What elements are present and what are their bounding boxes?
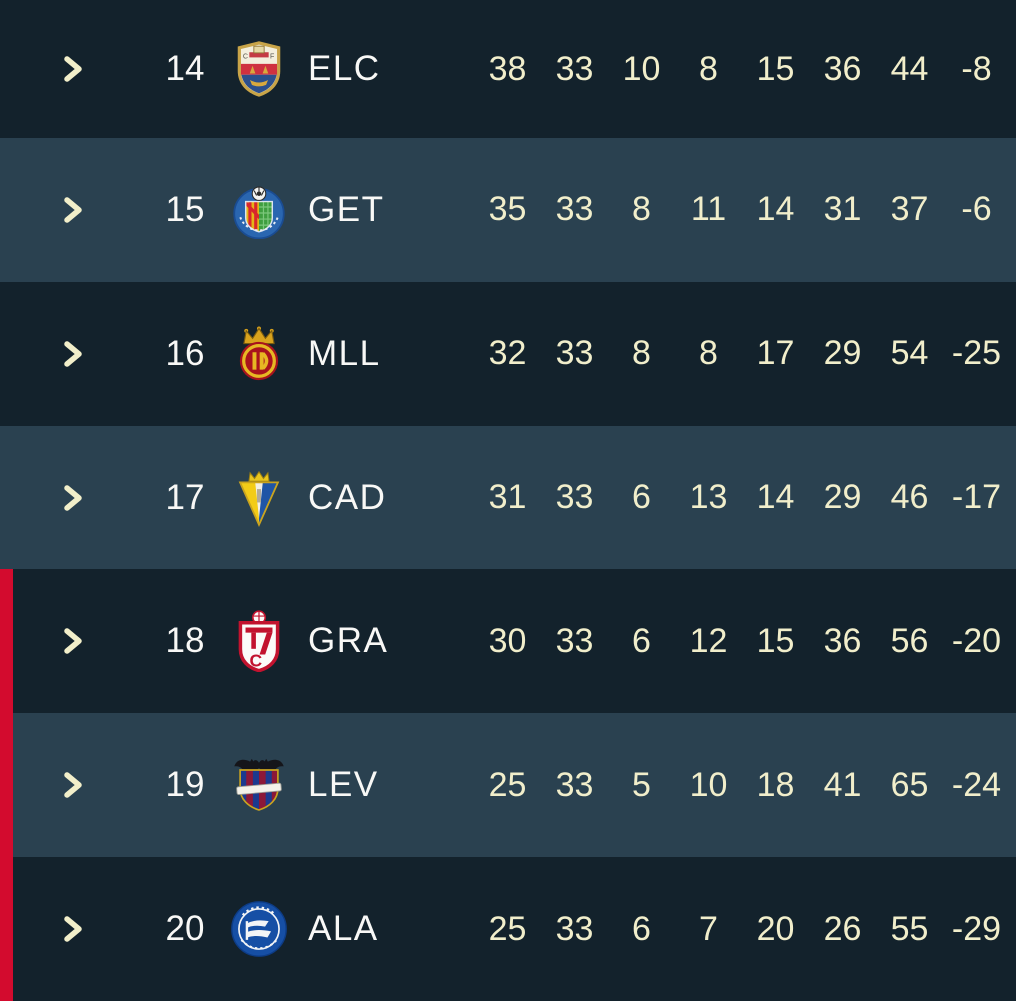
chevron-right-icon[interactable] (0, 426, 146, 570)
stat-points: 32 (488, 334, 527, 373)
svg-text:C: C (250, 651, 263, 671)
stat-played: 33 (555, 334, 594, 373)
cadiz-crest-icon (224, 426, 294, 570)
table-row[interactable]: 16 MLL 32 33 8 8 17 29 54 -25 (0, 281, 1016, 426)
stat-lost: 17 (756, 334, 795, 373)
stat-drawn: 12 (689, 621, 728, 660)
stat-won: 5 (632, 765, 651, 804)
table-row[interactable]: 15 GET 35 (0, 138, 1016, 282)
stat-lost: 14 (756, 478, 795, 517)
granada-crest-icon: C (224, 569, 294, 713)
chevron-right-icon[interactable] (0, 138, 146, 282)
stat-lost: 18 (756, 765, 795, 804)
alaves-crest-icon (224, 857, 294, 1001)
stat-goals-for: 29 (823, 478, 862, 517)
stat-points: 30 (488, 621, 527, 660)
chevron-right-icon[interactable] (0, 282, 146, 426)
team-abbreviation: GRA (308, 621, 389, 661)
stat-points: 35 (488, 190, 527, 229)
table-row[interactable]: 14 C F ELC 38 33 10 8 15 36 44 -8 (0, 0, 1016, 138)
chevron-right-icon[interactable] (0, 857, 146, 1001)
stat-goal-difference: -6 (961, 190, 992, 229)
elche-crest-icon: C F (224, 0, 294, 138)
svg-text:C: C (243, 53, 248, 61)
position-number: 17 (165, 477, 205, 517)
position-number: 16 (165, 333, 205, 373)
stat-points: 38 (488, 49, 527, 88)
stat-drawn: 8 (699, 49, 718, 88)
stat-points: 25 (488, 909, 527, 948)
stat-won: 6 (632, 909, 651, 948)
table-row[interactable]: 20 ALA 25 33 6 7 20 26 55 -29 (0, 857, 1016, 1001)
team-abbreviation: ELC (308, 49, 381, 88)
stat-goals-for: 41 (823, 765, 862, 804)
stat-points: 25 (488, 765, 527, 804)
position-number: 14 (165, 49, 205, 88)
stat-goal-difference: -24 (951, 765, 1002, 804)
position-number: 15 (165, 189, 205, 229)
stat-played: 33 (555, 621, 594, 660)
chevron-right-icon[interactable] (0, 713, 146, 857)
table-row[interactable]: 17 CAD 31 33 6 13 14 29 46 -17 (0, 425, 1016, 570)
stat-goals-against: 46 (890, 478, 929, 517)
stat-goal-difference: -25 (951, 334, 1002, 373)
position-number: 19 (165, 765, 205, 805)
stat-drawn: 10 (689, 765, 728, 804)
table-row[interactable]: 18 C GRA 30 33 6 12 15 36 56 -20 (0, 569, 1016, 714)
stat-goals-against: 37 (890, 190, 929, 229)
position-number: 20 (165, 909, 205, 949)
stat-goal-difference: -17 (951, 478, 1002, 517)
position-number: 18 (165, 621, 205, 661)
stat-goal-difference: -20 (951, 621, 1002, 660)
stat-played: 33 (555, 909, 594, 948)
stat-lost: 14 (756, 190, 795, 229)
stat-goal-difference: -29 (951, 909, 1002, 948)
stat-goals-for: 36 (823, 49, 862, 88)
stat-won: 8 (632, 334, 651, 373)
svg-text:F: F (270, 53, 275, 61)
stat-lost: 20 (756, 909, 795, 948)
table-row[interactable]: 19 LEV 25 33 5 10 18 41 65 -24 (0, 713, 1016, 858)
stat-goals-against: 55 (890, 909, 929, 948)
stat-played: 33 (555, 49, 594, 88)
stat-won: 6 (632, 621, 651, 660)
stat-goals-for: 29 (823, 334, 862, 373)
team-abbreviation: MLL (308, 333, 381, 373)
stat-lost: 15 (756, 49, 795, 88)
stat-goals-for: 31 (823, 190, 862, 229)
stat-played: 33 (555, 478, 594, 517)
stat-won: 8 (632, 190, 651, 229)
levante-crest-icon (224, 713, 294, 857)
stat-goals-for: 26 (823, 909, 862, 948)
stat-played: 33 (555, 190, 594, 229)
stat-goals-against: 44 (890, 49, 929, 88)
stat-goal-difference: -8 (961, 49, 992, 88)
mallorca-crest-icon (224, 282, 294, 426)
stat-drawn: 13 (689, 478, 728, 517)
stat-won: 6 (632, 478, 651, 517)
stat-drawn: 11 (690, 190, 727, 229)
stat-won: 10 (622, 49, 661, 88)
chevron-right-icon[interactable] (0, 0, 146, 138)
stat-goals-for: 36 (823, 621, 862, 660)
team-abbreviation: GET (308, 189, 385, 229)
stat-points: 31 (488, 478, 527, 517)
chevron-right-icon[interactable] (0, 569, 146, 713)
team-abbreviation: LEV (308, 765, 379, 805)
stat-played: 33 (555, 765, 594, 804)
stat-drawn: 7 (699, 909, 718, 948)
team-abbreviation: CAD (308, 477, 387, 517)
stat-goals-against: 56 (890, 621, 929, 660)
team-abbreviation: ALA (308, 909, 379, 949)
stat-goals-against: 65 (890, 765, 929, 804)
stat-drawn: 8 (699, 334, 718, 373)
stat-goals-against: 54 (890, 334, 929, 373)
getafe-crest-icon (224, 138, 294, 282)
stat-lost: 15 (756, 621, 795, 660)
